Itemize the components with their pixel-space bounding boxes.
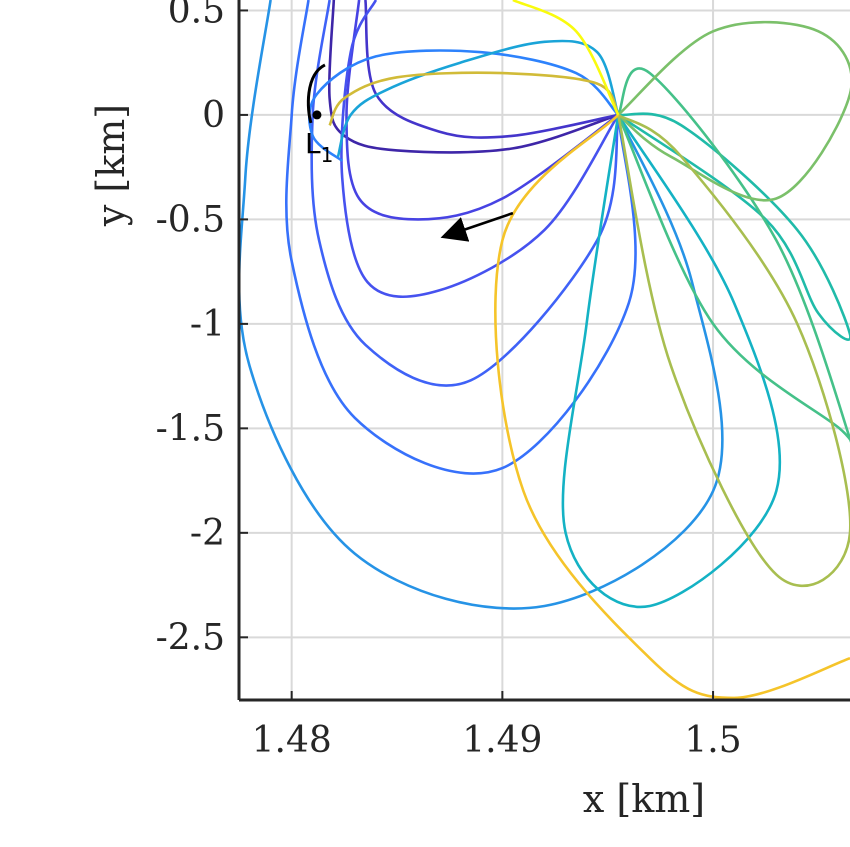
- l1-label-subscript: 1: [321, 143, 334, 167]
- axes: 1.48 1.49 1.5 0.5 0 -0.5 -1 -1.5 -2 -2.5: [156, 0, 850, 761]
- y-tick-label: -0.5: [156, 199, 225, 240]
- y-tick-label: -1: [190, 304, 225, 345]
- trajectory-line-16: [494, 114, 850, 700]
- trajectory-line-8: [239, 0, 724, 610]
- y-tick-label: -1.5: [156, 408, 225, 449]
- x-axis-label: x [km]: [583, 777, 705, 821]
- l1-orbit-arc: [306, 63, 326, 124]
- x-tick-label: 1.5: [684, 720, 741, 761]
- y-tick-label: 0.5: [168, 0, 225, 31]
- l1-point-marker: [312, 110, 322, 120]
- trajectory-line-3: [345, 0, 619, 221]
- trajectory-line-1: [327, 0, 619, 154]
- trajectory-series-group: [239, 0, 850, 700]
- trajectory-line-6: [285, 0, 637, 475]
- trajectory-line-11: [617, 112, 850, 341]
- x-tick-label: 1.49: [462, 720, 542, 761]
- grid: [239, 0, 850, 700]
- l1-label-main: L: [305, 127, 321, 160]
- x-tick-label: 1.48: [252, 720, 332, 761]
- plot-area: [239, 0, 850, 700]
- trajectory-line-2: [364, 0, 619, 139]
- trajectory-line-14: [616, 113, 850, 588]
- annotation-group: L1: [305, 63, 514, 242]
- direction-arrow: [440, 211, 514, 242]
- l1-label: L1: [305, 127, 333, 167]
- trajectory-line-15: [328, 71, 620, 127]
- y-axis-label: y [km]: [89, 104, 133, 227]
- trajectory-line-9: [336, 39, 620, 158]
- trajectory-line-7: [308, 49, 620, 162]
- trajectory-line-17: [512, 0, 620, 116]
- y-tick-label: -2.5: [156, 617, 225, 658]
- trajectory-line-10: [561, 114, 782, 609]
- y-tick-label: 0: [202, 95, 225, 136]
- y-tick-label: -2: [190, 513, 225, 554]
- trajectory-line-13: [617, 20, 850, 202]
